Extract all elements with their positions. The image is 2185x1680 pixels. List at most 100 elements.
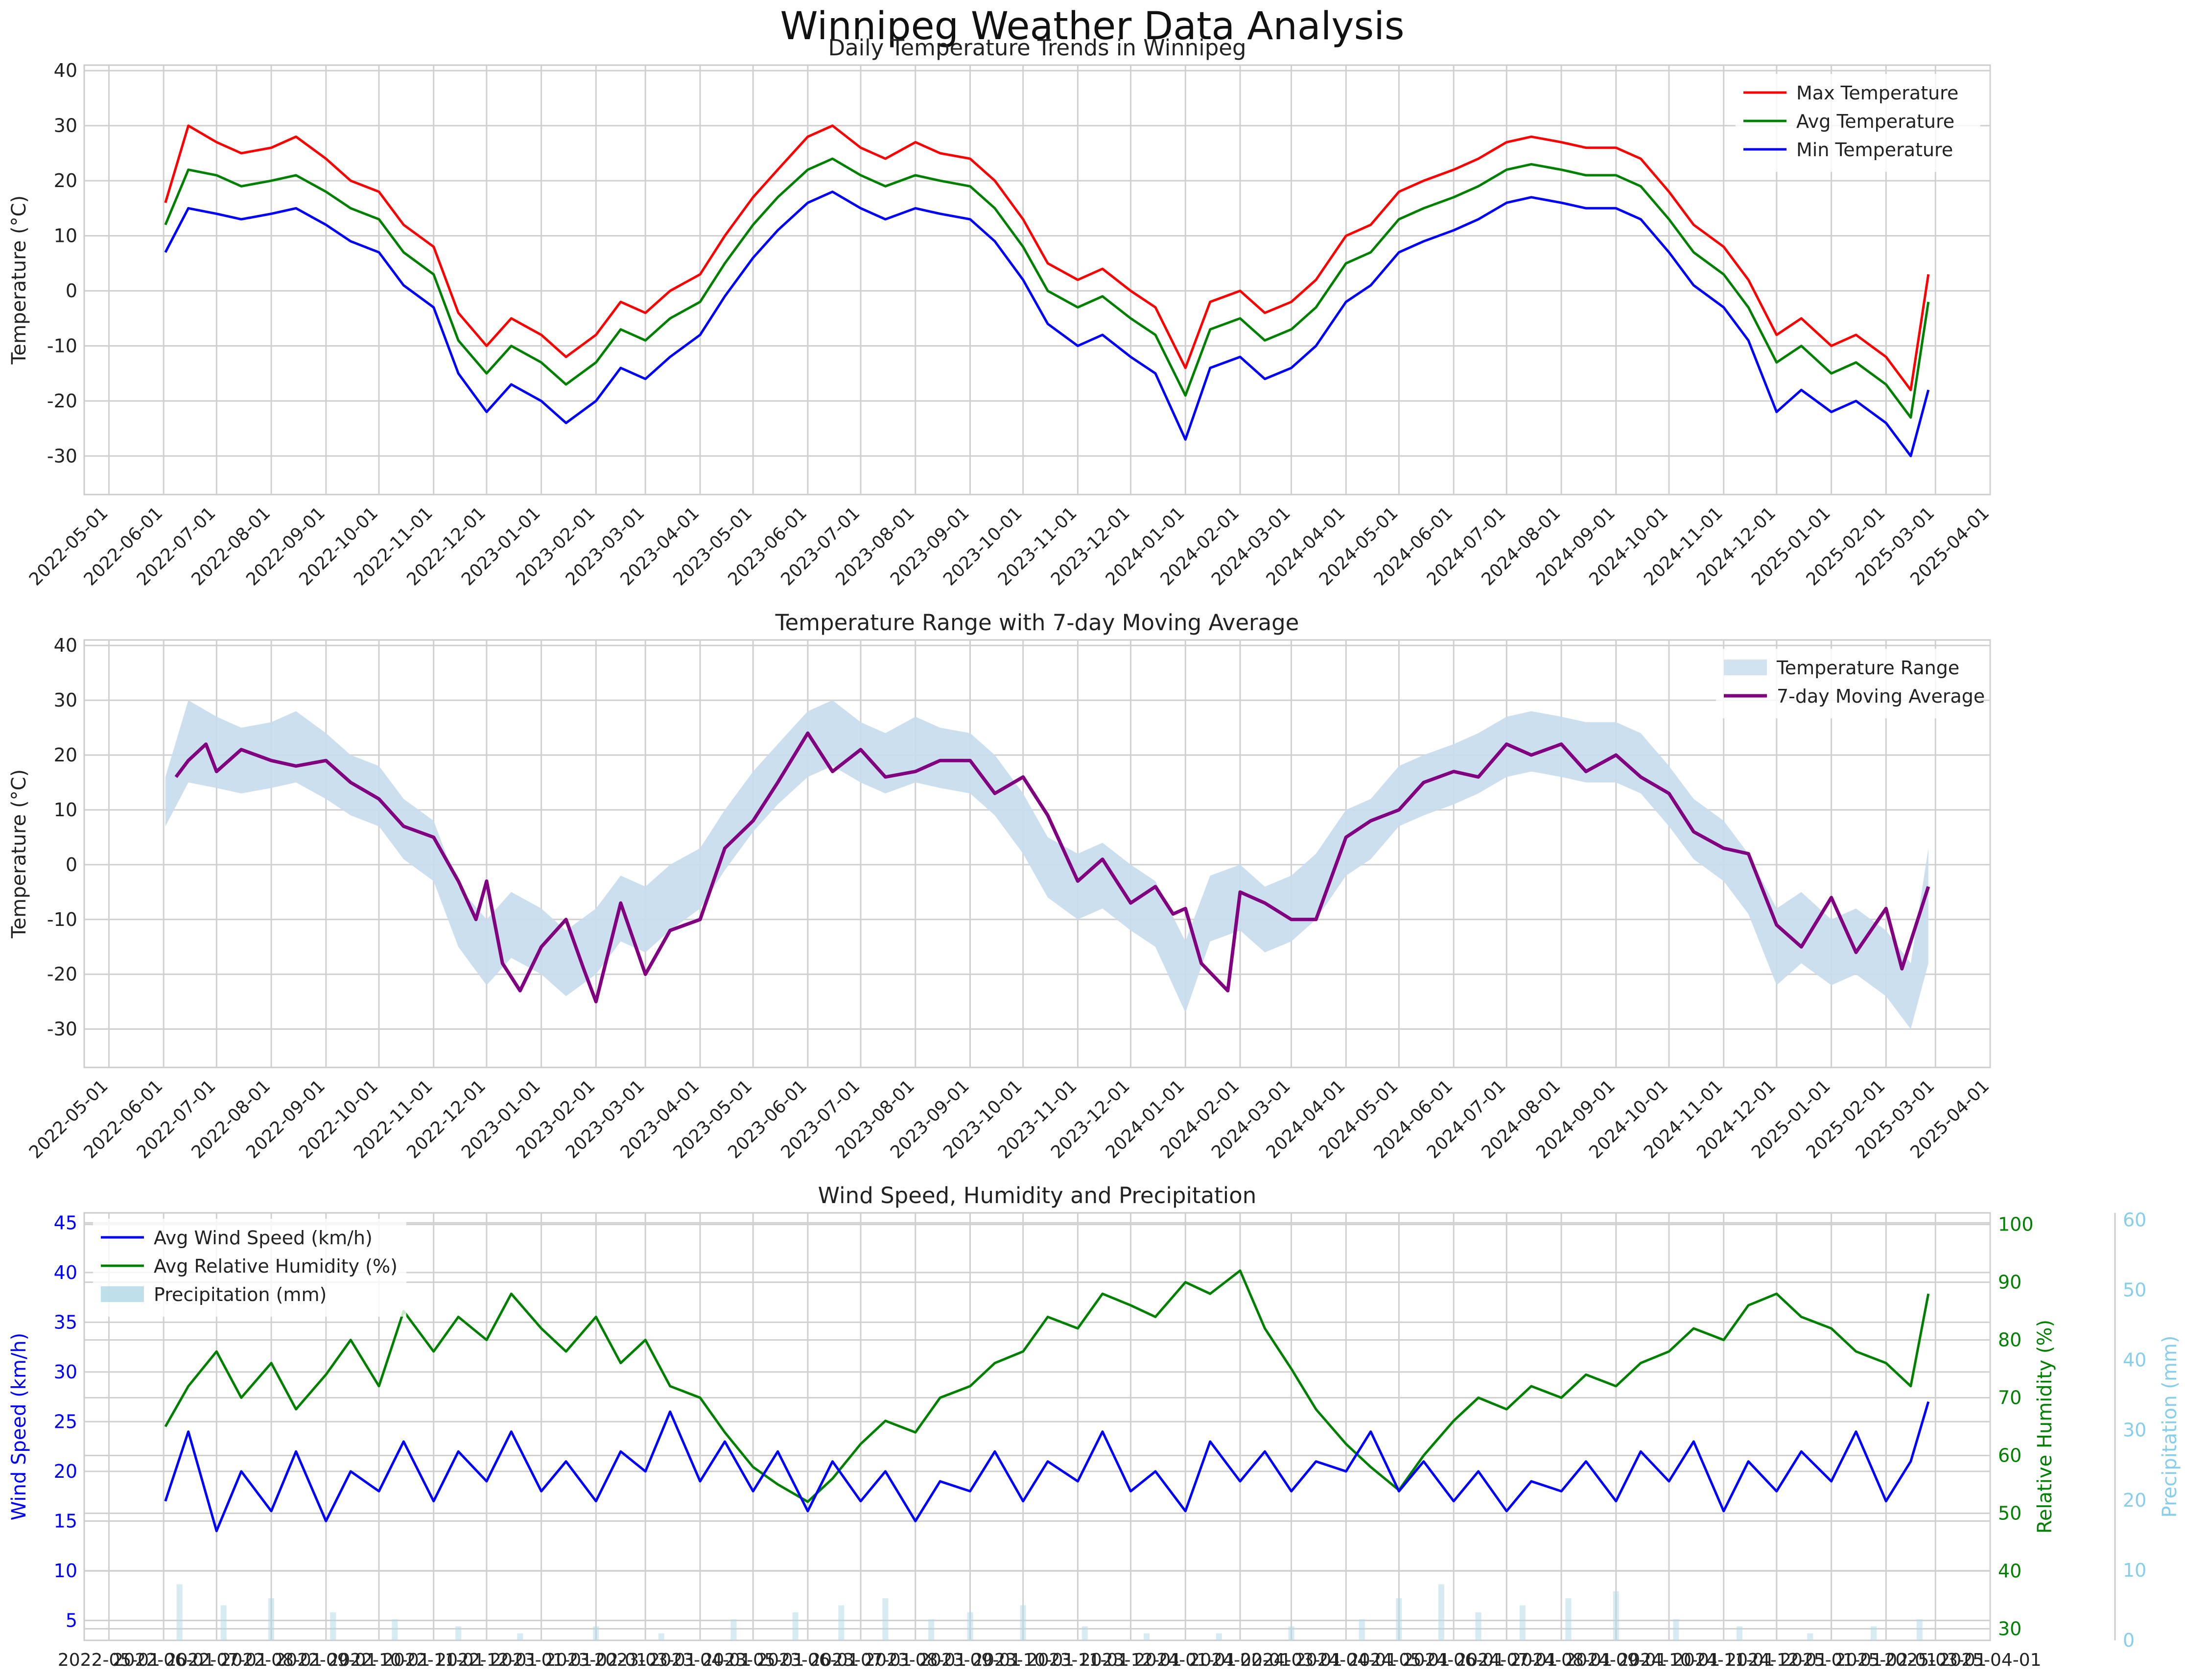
x-tick-label: 2024-04-01 [1295, 1650, 1397, 1670]
legend-label: Precipitation (mm) [154, 1284, 327, 1305]
wind-speed-line [164, 1401, 1930, 1533]
precipitation-bar [1288, 1626, 1294, 1640]
series-line-max-temperature [164, 124, 1930, 391]
precipitation-bar [268, 1598, 275, 1640]
y-tick-label: 30 [2123, 1420, 2146, 1441]
x-tick-label: 2024-01-01 [1134, 1650, 1237, 1670]
precipitation-bar [1565, 1598, 1572, 1640]
chart-panel-2: Temperature Range with 7-day Moving Aver… [8, 610, 1993, 1162]
y-tick-label: 80 [1998, 1329, 2021, 1351]
figure-title: Winnipeg Weather Data Analysis [780, 4, 1404, 48]
x-tick-label: 2023-12-01 [1080, 1650, 1182, 1670]
temperature-range-band [165, 700, 1928, 1029]
x-tick-label: 2025-04-01 [1939, 1650, 2041, 1670]
plot-area [83, 64, 1991, 496]
precipitation-bar [1396, 1598, 1402, 1640]
precipitation-bar [1916, 1619, 1923, 1640]
precipitation-bar [1143, 1633, 1150, 1640]
x-tick-label: 2024-11-01 [1672, 1650, 1775, 1670]
legend-box [1736, 74, 1980, 172]
precipitation-bar [593, 1626, 599, 1640]
x-tick-label: 2023-04-01 [649, 1650, 751, 1670]
y-tick-label: 30 [1998, 1618, 2021, 1639]
y-tick-label: 0 [2123, 1630, 2135, 1651]
precipitation-bar [730, 1619, 737, 1640]
precipitation-bar [517, 1633, 523, 1640]
moving-average-line [174, 731, 1930, 1004]
precipitation-bar [1613, 1591, 1619, 1640]
x-tick-label: 2025-01-01 [1780, 1650, 1882, 1670]
y-tick-label: 50 [2123, 1279, 2146, 1301]
y-tick-label: 0 [66, 854, 77, 875]
x-tick-label: 2022-07-01 [165, 1650, 268, 1670]
y-tick-label: 30 [54, 1361, 77, 1383]
x-tick-label: 2023-03-01 [594, 1650, 697, 1670]
x-tick-label: 2024-02-01 [1189, 1650, 1291, 1670]
x-tick-label: 2023-01-01 [490, 1650, 592, 1670]
legend-label: Min Temperature [1796, 139, 1953, 161]
y-tick-label: 40 [54, 60, 77, 81]
y-tick-label: -10 [47, 335, 77, 356]
precipitation-bar [1081, 1626, 1088, 1640]
precipitation-bar [1359, 1619, 1365, 1640]
x-tick-label: 2024-09-01 [1565, 1650, 1667, 1670]
x-tick-label: 2023-08-01 [864, 1650, 966, 1670]
x-tick-label: 2022-06-01 [113, 1650, 215, 1670]
legend-label: Max Temperature [1796, 82, 1958, 104]
y-tick-label: -20 [47, 390, 77, 412]
y-tick-label: -20 [47, 964, 77, 985]
y-axis-label: Temperature (°C) [8, 195, 30, 365]
y-tick-label: 40 [2123, 1349, 2146, 1371]
x-tick-label: 2022-08-01 [220, 1650, 322, 1670]
x-tick-label: 2022-09-01 [275, 1650, 377, 1670]
y-tick-label: 10 [54, 799, 77, 821]
precipitation-bar [1216, 1633, 1222, 1640]
precipitation-bar [838, 1605, 845, 1640]
y-tick-label: 20 [54, 1461, 77, 1482]
x-tick-label: 2024-05-01 [1348, 1650, 1450, 1670]
chart-panel-3: Wind Speed, Humidity and Precipitation 20… [8, 1183, 2181, 1670]
x-tick-label: 2023-05-01 [702, 1650, 804, 1670]
y-tick-label: 10 [2123, 1560, 2146, 1581]
precipitation-bar [1475, 1612, 1481, 1640]
y-tick-label: 40 [54, 635, 77, 656]
x-tick-label: 2024-03-01 [1240, 1650, 1342, 1670]
x-tick-label: 2024-07-01 [1456, 1650, 1558, 1670]
x-tick-label: 2023-10-01 [972, 1650, 1074, 1670]
y-tick-label: 30 [54, 689, 77, 711]
precipitation-bar [1871, 1626, 1877, 1640]
legend-label: Temperature Range [1776, 657, 1959, 679]
chart-title: Temperature Range with 7-day Moving Aver… [775, 610, 1299, 636]
x-tick-label: 2024-06-01 [1403, 1650, 1505, 1670]
legend-swatch [1724, 660, 1767, 675]
y-tick-label: 45 [54, 1212, 77, 1233]
chart-panel-1: Daily Temperature Trends in Winnipeg2022… [8, 35, 1993, 590]
precipitation-bar [1020, 1605, 1026, 1640]
y-tick-label: 5 [66, 1609, 77, 1631]
legend-label: 7-day Moving Average [1777, 686, 1985, 707]
legend-label: Avg Wind Speed (km/h) [154, 1227, 373, 1249]
legend-swatch [101, 1286, 144, 1302]
y-axis-label: Temperature (°C) [8, 769, 30, 939]
y-tick-label: 0 [66, 280, 77, 302]
precipitation-bar [1807, 1633, 1813, 1640]
y-axis-label: Precipitation (mm) [2159, 1336, 2181, 1518]
precipitation-bar [882, 1598, 889, 1640]
x-tick-label: 2025-03-01 [1884, 1650, 1987, 1670]
x-tick-label: 2022-12-01 [435, 1650, 538, 1670]
x-tick-label: 2025-02-01 [1835, 1650, 1937, 1670]
y-tick-label: -10 [47, 909, 77, 930]
precipitation-bar [658, 1633, 664, 1640]
precipitation-bar [792, 1612, 799, 1640]
x-tick-label: 2023-06-01 [756, 1650, 859, 1670]
y-axis-label: Relative Humidity (%) [2034, 1320, 2056, 1534]
y-tick-label: 40 [54, 1262, 77, 1283]
precipitation-bar [1673, 1619, 1679, 1640]
y-tick-label: 20 [54, 170, 77, 191]
x-tick-label: 2023-11-01 [1027, 1650, 1129, 1670]
humidity-line [164, 1269, 1930, 1503]
x-tick-label: 2023-07-01 [809, 1650, 912, 1670]
y-tick-label: 40 [1998, 1560, 2021, 1582]
y-tick-label: 25 [54, 1411, 77, 1432]
